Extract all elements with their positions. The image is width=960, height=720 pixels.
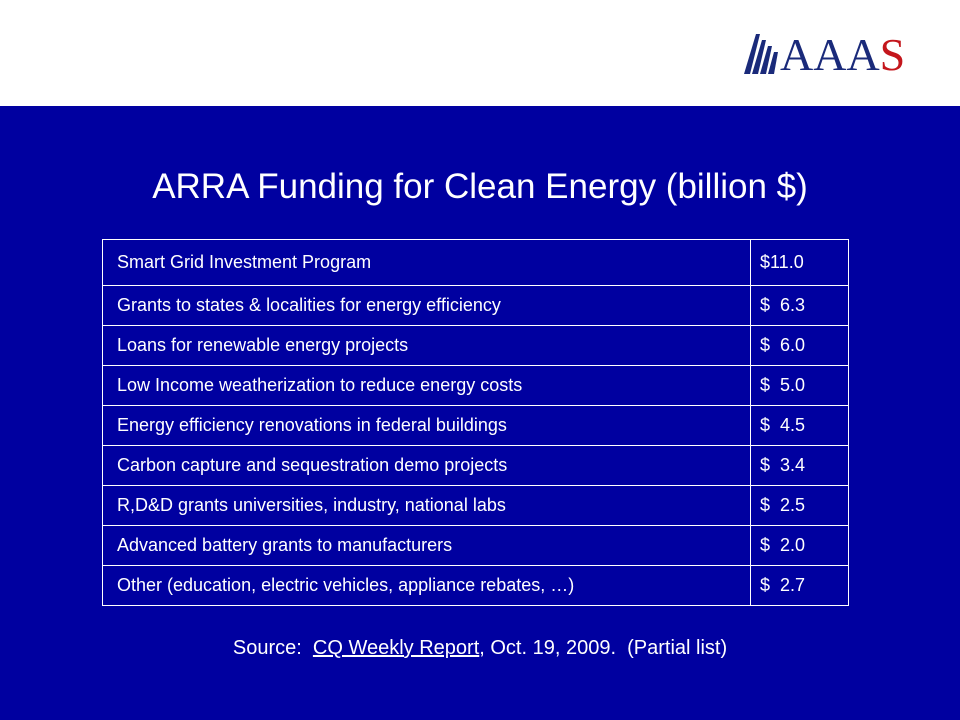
amount-cell: $ 3.4: [750, 445, 849, 486]
program-cell: Low Income weatherization to reduce ener…: [102, 365, 751, 406]
program-cell: Energy efficiency renovations in federal…: [102, 405, 751, 446]
amount-cell: $11.0: [750, 239, 849, 286]
table-row: Advanced battery grants to manufacturers…: [102, 525, 849, 566]
program-cell: Smart Grid Investment Program: [102, 239, 751, 286]
table-row: Smart Grid Investment Program $11.0: [102, 239, 849, 286]
table-row: R,D&D grants universities, industry, nat…: [102, 485, 849, 526]
table-row: Energy efficiency renovations in federal…: [102, 405, 849, 446]
amount-cell: $ 2.7: [750, 565, 849, 606]
program-cell: Advanced battery grants to manufacturers: [102, 525, 751, 566]
program-cell: Grants to states & localities for energy…: [102, 285, 751, 326]
amount-cell: $ 6.3: [750, 285, 849, 326]
program-cell: R,D&D grants universities, industry, nat…: [102, 485, 751, 526]
table-row: Carbon capture and sequestration demo pr…: [102, 445, 849, 486]
funding-table: Smart Grid Investment Program $11.0 Grants…: [102, 239, 849, 606]
source-prefix: Source:: [232, 637, 313, 659]
amount-cell: $ 5.0: [750, 365, 849, 406]
header-bar: AAAS: [0, 0, 960, 106]
source-citation: Source: CQ Weekly Report, Oct. 19, 2009.…: [0, 636, 960, 660]
aaas-logo-text: AAAS: [780, 29, 906, 80]
aaas-logo-mark-icon: [744, 34, 778, 74]
program-cell: Other (education, electric vehicles, app…: [102, 565, 751, 606]
amount-cell: $ 2.0: [750, 525, 849, 566]
source-link[interactable]: CQ Weekly Report: [312, 637, 480, 659]
amount-cell: $ 2.5: [750, 485, 849, 526]
slide-title: ARRA Funding for Clean Energy (billion $…: [152, 167, 808, 206]
program-cell: Loans for renewable energy projects: [102, 325, 751, 366]
table-row: Loans for renewable energy projects $ 6.0: [102, 325, 849, 366]
aaas-logo: AAAS: [742, 29, 906, 80]
source-suffix: , Oct. 19, 2009. (Partial list): [479, 637, 728, 659]
table-row: Other (education, electric vehicles, app…: [102, 565, 849, 606]
table-row: Low Income weatherization to reduce ener…: [102, 365, 849, 406]
amount-cell: $ 4.5: [750, 405, 849, 446]
slide-body: ARRA Funding for Clean Energy (billion $…: [0, 106, 960, 720]
amount-cell: $ 6.0: [750, 325, 849, 366]
table-row: Grants to states & localities for energy…: [102, 285, 849, 326]
program-cell: Carbon capture and sequestration demo pr…: [102, 445, 751, 486]
